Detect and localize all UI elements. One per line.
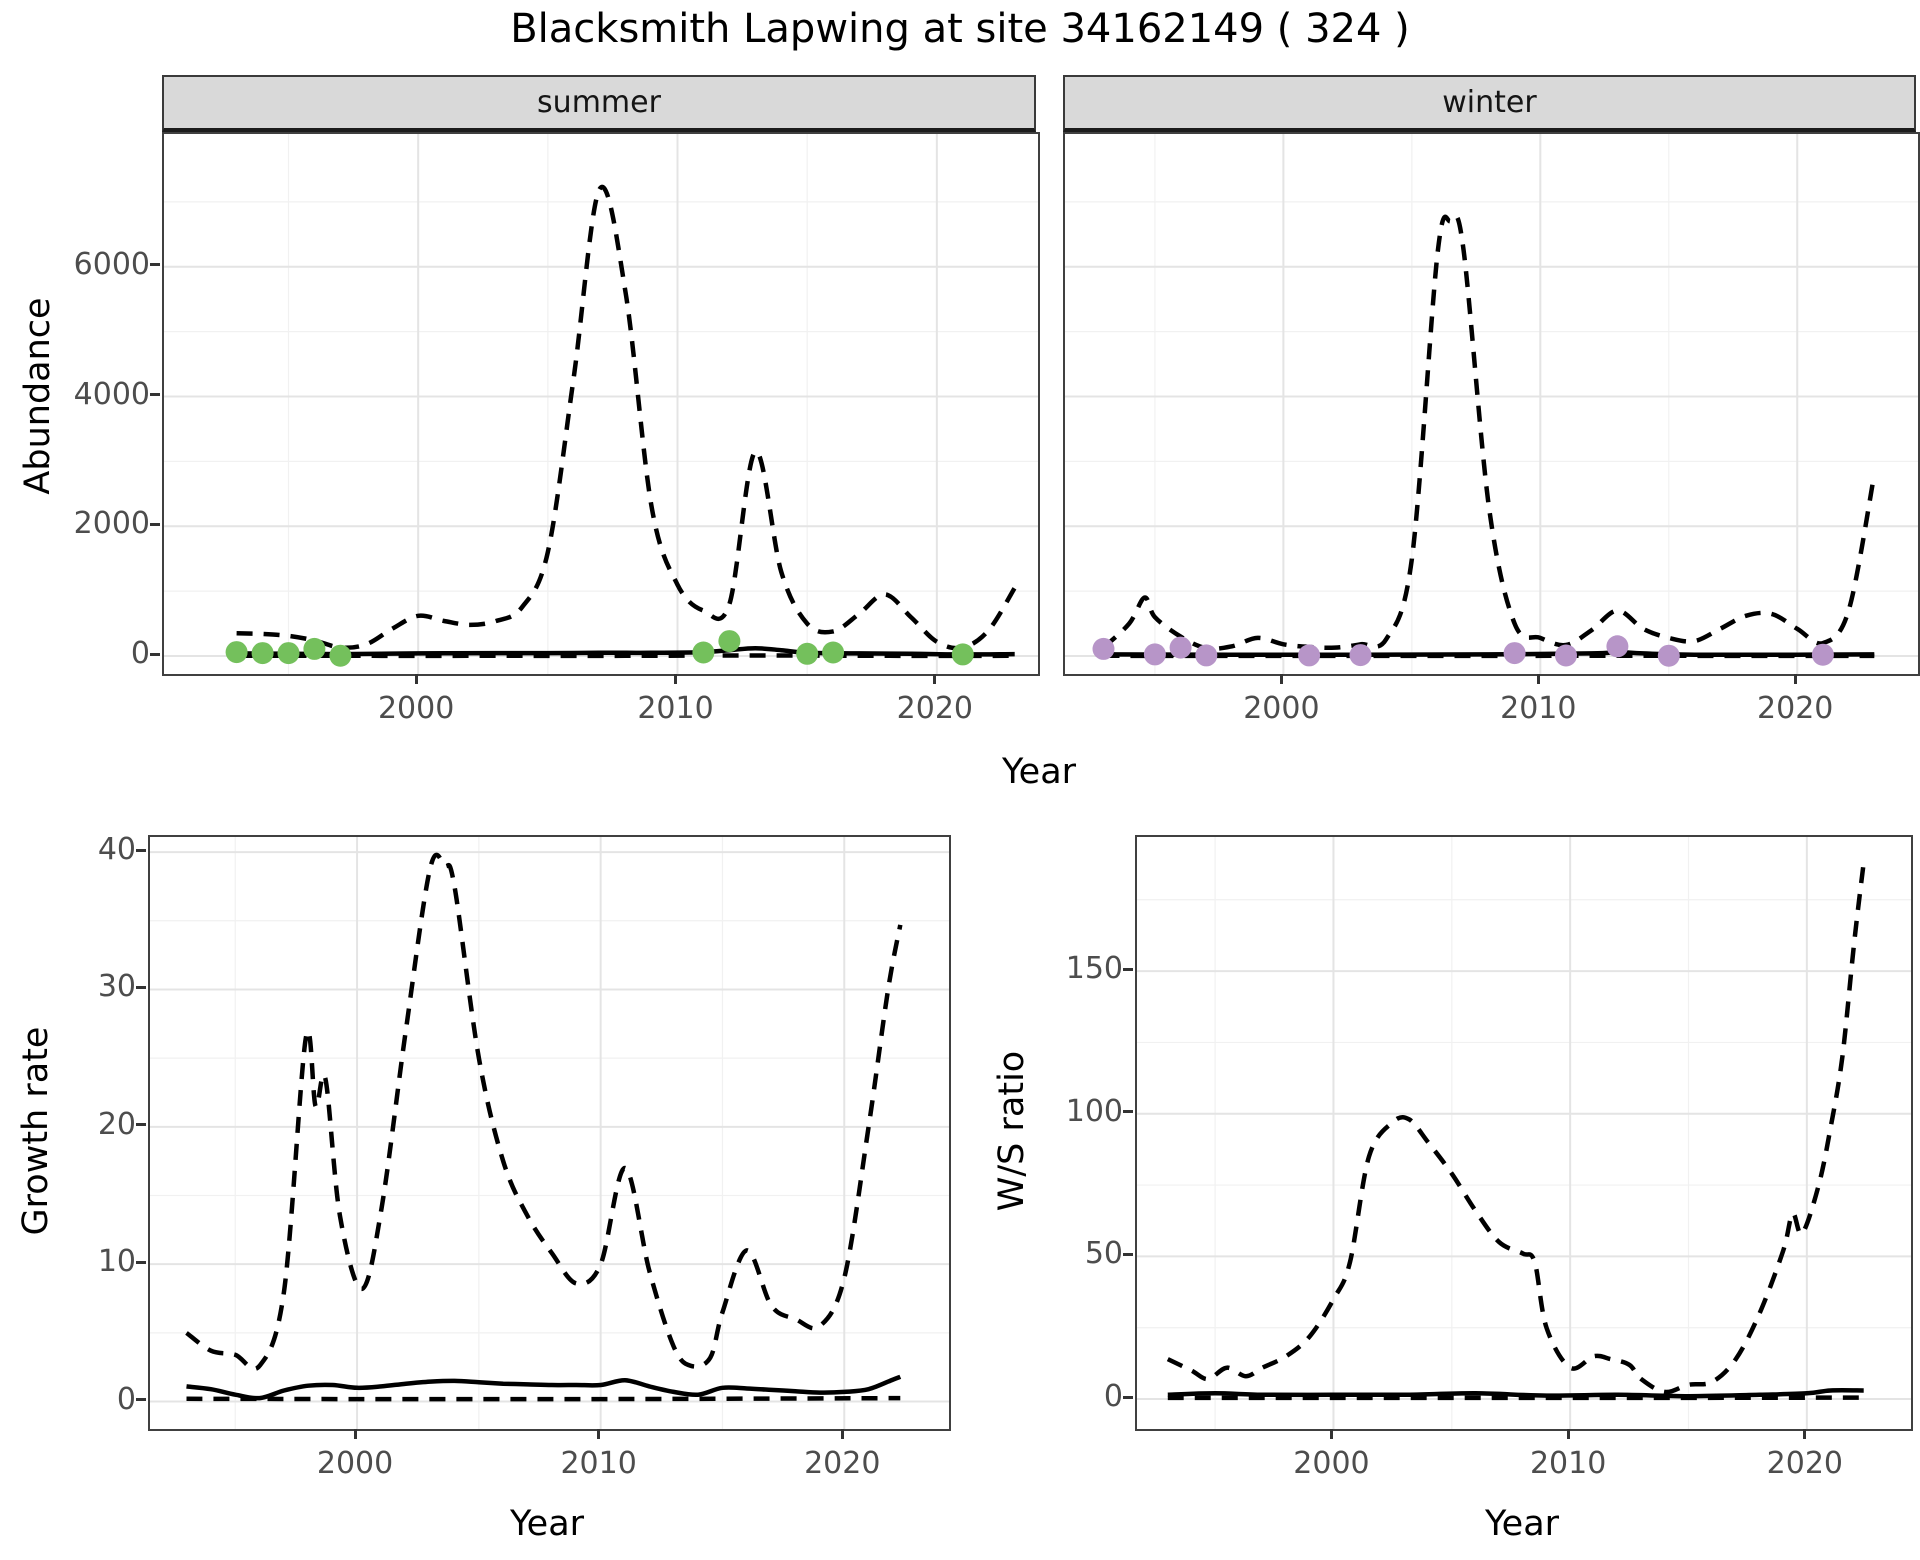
y-tick-mark [150, 393, 160, 396]
x-tick-label: 2010 [637, 691, 714, 726]
y-tick-label: 50 [1084, 1236, 1123, 1272]
x-tick-mark [1279, 674, 1283, 684]
winter-observed-point [1092, 637, 1115, 660]
summer-observed-point [822, 641, 845, 664]
winter-observed-point [1143, 643, 1166, 666]
summer-observed-point [692, 641, 715, 664]
x-tick-mark [1536, 674, 1540, 684]
median-line [186, 1374, 902, 1401]
summer-plot [164, 134, 1038, 674]
x-tick-mark [1566, 1429, 1570, 1439]
lower-ci-line [186, 1395, 901, 1402]
y-tick-label: 0 [1103, 1379, 1123, 1415]
facet-strip-summer-label: summer [537, 85, 661, 120]
x-tick-label: 2000 [316, 1446, 394, 1481]
x-tick-label: 2010 [560, 1446, 637, 1481]
x-tick-label: 2020 [1757, 691, 1834, 726]
ws-ratio-plot [1137, 837, 1911, 1429]
y-tick-label: 4000 [73, 376, 150, 412]
winter-observed-point [1555, 644, 1577, 667]
y-tick-mark [136, 1123, 146, 1127]
facet-strip-summer: summer [162, 75, 1036, 132]
y-tick-label: 6000 [73, 246, 150, 282]
summer-observed-point [251, 642, 274, 665]
upper-ci-line [1101, 213, 1877, 652]
x-tick-mark [414, 674, 418, 684]
x-tick-mark [1793, 674, 1797, 684]
y-tick-label: 0 [130, 636, 150, 672]
summer-abundance-panel [162, 132, 1040, 676]
y-tick-mark [1123, 1395, 1133, 1399]
summer-observed-point [225, 641, 248, 664]
summer-observed-point [718, 630, 741, 653]
growth-rate-panel [148, 835, 951, 1431]
x-tick-label: 2000 [377, 691, 455, 726]
summer-observed-point [796, 642, 819, 665]
y-tick-mark [1123, 1252, 1133, 1256]
x-tick-mark [933, 674, 937, 684]
x-tick-mark [1329, 1429, 1333, 1439]
facet-strip-winter: winter [1063, 75, 1916, 132]
upper-ci-line [1166, 862, 1866, 1395]
y-tick-mark [136, 848, 146, 852]
summer-observed-point [951, 643, 974, 666]
y-tick-label: 40 [97, 832, 136, 868]
upper-ci-line [236, 184, 1017, 651]
winter-observed-point [1349, 644, 1372, 667]
y-tick-mark [136, 985, 146, 989]
winter-observed-point [1298, 644, 1321, 667]
winter-observed-point [1811, 643, 1834, 666]
winter-observed-point [1169, 636, 1192, 659]
y-tick-label: 10 [97, 1244, 136, 1280]
y-tick-mark [1123, 1110, 1133, 1114]
x-tick-mark [353, 1429, 357, 1439]
y-tick-label: 0 [116, 1381, 136, 1417]
x-tick-mark [597, 1429, 601, 1439]
x-tick-label: 2010 [1500, 691, 1577, 726]
growth-plot [150, 837, 949, 1429]
x-tick-label: 2020 [896, 691, 974, 726]
ws-ratio-panel [1135, 835, 1913, 1431]
y-tick-mark [150, 522, 160, 526]
winter-observed-point [1606, 635, 1629, 658]
summer-observed-point [329, 644, 352, 667]
x-tick-label: 2010 [1529, 1446, 1607, 1481]
x-tick-label: 2020 [1766, 1446, 1844, 1481]
winter-plot [1065, 134, 1918, 674]
top-x-axis-title: Year [1001, 752, 1077, 792]
median-line [1167, 1388, 1864, 1399]
winter-observed-point [1503, 642, 1526, 665]
x-tick-mark [674, 674, 677, 684]
y-tick-mark [1123, 967, 1133, 971]
y-tick-mark [150, 652, 160, 656]
y-tick-label: 100 [1065, 1093, 1123, 1129]
winter-observed-point [1195, 644, 1218, 667]
x-tick-label: 2020 [804, 1446, 881, 1481]
y-tick-label: 2000 [73, 506, 150, 542]
x-tick-mark [1803, 1429, 1807, 1439]
summer-observed-point [303, 637, 326, 660]
facet-strip-winter-label: winter [1442, 85, 1537, 120]
ws-x-axis-title: Year [1484, 1504, 1560, 1544]
x-tick-mark [840, 1429, 844, 1439]
y-tick-mark [136, 1398, 146, 1402]
chart-title: Blacksmith Lapwing at site 34162149 ( 32… [510, 6, 1410, 52]
growth-x-axis-title: Year [509, 1504, 585, 1544]
winter-abundance-panel [1063, 132, 1920, 676]
y-tick-mark [136, 1260, 146, 1264]
summer-observed-point [277, 642, 300, 665]
y-tick-label: 30 [97, 969, 136, 1005]
y-tick-label: 20 [97, 1106, 136, 1142]
x-tick-label: 2000 [1243, 691, 1320, 726]
y-tick-mark [150, 263, 160, 267]
winter-observed-point [1657, 644, 1680, 667]
x-tick-label: 2000 [1293, 1446, 1370, 1481]
y-tick-label: 150 [1065, 951, 1123, 987]
upper-ci-line [185, 852, 903, 1372]
